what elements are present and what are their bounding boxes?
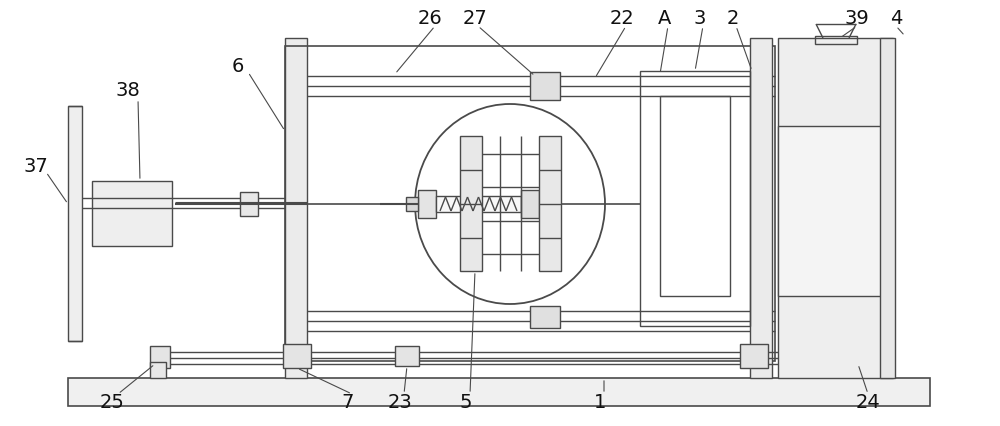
Bar: [750, 38, 772, 378]
Text: 5: 5: [460, 394, 472, 412]
Text: 38: 38: [116, 81, 140, 101]
Text: 7: 7: [342, 394, 354, 412]
Bar: [68, 378, 930, 406]
Text: 6: 6: [232, 57, 244, 75]
Text: 24: 24: [856, 394, 880, 412]
Bar: [778, 38, 893, 378]
Text: 1: 1: [594, 394, 606, 412]
Bar: [640, 71, 750, 326]
Bar: [521, 190, 539, 218]
Text: 37: 37: [24, 156, 48, 176]
Text: 2: 2: [727, 9, 739, 28]
Bar: [436, 196, 521, 212]
Bar: [530, 306, 560, 328]
Text: A: A: [658, 9, 672, 28]
Bar: [68, 106, 82, 341]
Bar: [285, 46, 775, 361]
Text: 23: 23: [388, 394, 412, 412]
Bar: [92, 181, 172, 246]
Text: 26: 26: [418, 9, 442, 28]
Text: 4: 4: [890, 9, 902, 28]
Bar: [150, 346, 170, 368]
Bar: [150, 362, 166, 378]
Bar: [406, 197, 418, 211]
Bar: [240, 192, 258, 216]
Text: 22: 22: [610, 9, 634, 28]
Bar: [285, 38, 307, 378]
Bar: [815, 36, 857, 44]
Text: 27: 27: [463, 9, 487, 28]
Text: 39: 39: [845, 9, 869, 28]
Bar: [395, 346, 419, 366]
Bar: [660, 96, 730, 296]
Bar: [740, 344, 768, 368]
Bar: [530, 72, 560, 100]
Text: 25: 25: [100, 394, 124, 412]
Bar: [460, 136, 482, 271]
Text: 3: 3: [694, 9, 706, 28]
Bar: [539, 136, 561, 271]
Bar: [418, 190, 436, 218]
Bar: [283, 344, 311, 368]
Bar: [778, 126, 893, 296]
Bar: [880, 38, 895, 378]
